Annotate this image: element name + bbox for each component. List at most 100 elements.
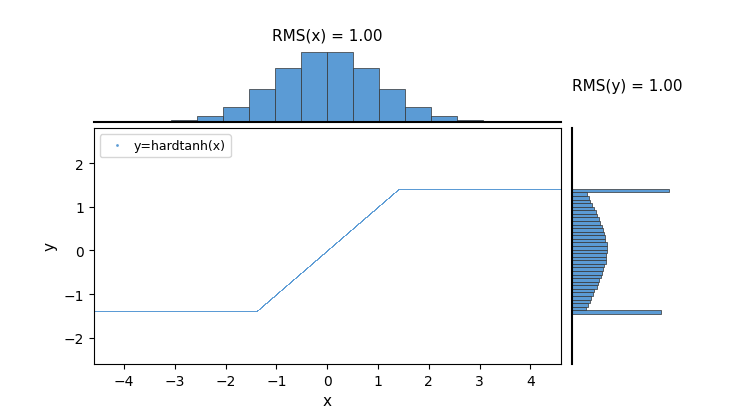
Point: [306, 261, 318, 267]
Point: [445, 187, 457, 193]
Point: [317, 251, 329, 258]
Point: [544, 187, 556, 193]
Point: [359, 215, 371, 222]
Point: [393, 187, 405, 193]
Point: [139, 308, 151, 315]
Point: [187, 308, 199, 315]
Point: [253, 306, 265, 312]
Point: [290, 274, 302, 281]
Point: [347, 225, 359, 232]
Point: [139, 308, 151, 315]
Point: [240, 308, 252, 315]
Point: [297, 268, 309, 274]
Point: [530, 187, 542, 193]
Point: [370, 205, 382, 212]
Point: [116, 308, 128, 315]
Point: [261, 300, 273, 306]
Point: [426, 187, 438, 193]
Point: [164, 308, 176, 315]
Point: [313, 254, 325, 261]
Point: [483, 187, 495, 193]
Point: [542, 187, 554, 193]
Point: [488, 187, 500, 193]
Point: [380, 197, 392, 204]
Point: [314, 254, 326, 261]
Point: [518, 187, 530, 193]
Point: [275, 288, 287, 294]
Point: [95, 308, 107, 315]
Point: [357, 216, 369, 223]
Point: [396, 187, 408, 193]
Point: [295, 270, 307, 276]
Point: [165, 308, 177, 315]
Point: [213, 308, 225, 315]
Point: [450, 187, 462, 193]
Point: [363, 212, 374, 218]
Point: [375, 201, 387, 208]
Point: [151, 308, 163, 315]
Point: [541, 187, 553, 193]
Point: [312, 255, 324, 262]
Point: [415, 187, 427, 193]
Point: [300, 266, 312, 273]
Point: [212, 308, 224, 315]
Point: [470, 187, 482, 193]
Point: [256, 303, 268, 310]
Point: [187, 308, 199, 315]
Point: [231, 308, 243, 315]
Point: [516, 187, 528, 193]
Point: [109, 308, 121, 315]
Point: [467, 187, 479, 193]
Bar: [572, 204, 592, 207]
Point: [178, 308, 190, 315]
Point: [234, 308, 246, 315]
Point: [107, 308, 119, 315]
Point: [363, 212, 374, 219]
Point: [511, 187, 523, 193]
Point: [395, 187, 407, 193]
Point: [97, 308, 109, 315]
Point: [190, 308, 202, 315]
Point: [270, 291, 282, 297]
Point: [533, 187, 545, 193]
Point: [95, 308, 107, 315]
Point: [553, 187, 565, 193]
Point: [297, 269, 309, 275]
Point: [348, 225, 360, 231]
Point: [352, 221, 364, 227]
Point: [389, 190, 401, 196]
Point: [114, 308, 126, 315]
Point: [309, 258, 321, 264]
Point: [224, 308, 236, 315]
Point: [366, 209, 377, 216]
Point: [160, 308, 172, 315]
Point: [133, 308, 145, 315]
Point: [189, 308, 201, 315]
Point: [232, 308, 244, 315]
Point: [280, 283, 292, 290]
Point: [249, 308, 261, 315]
Point: [208, 308, 220, 315]
Point: [98, 308, 110, 315]
Point: [324, 245, 336, 252]
Point: [460, 187, 472, 193]
Point: [304, 263, 316, 269]
Point: [88, 308, 100, 315]
Point: [467, 187, 479, 193]
Point: [133, 308, 145, 315]
Point: [437, 187, 449, 193]
Point: [189, 308, 201, 315]
Point: [428, 187, 440, 193]
Point: [166, 308, 178, 315]
Point: [260, 300, 272, 307]
Point: [383, 194, 395, 201]
Point: [465, 187, 477, 193]
Point: [204, 308, 216, 315]
Point: [482, 187, 494, 193]
Point: [438, 187, 450, 193]
Point: [165, 308, 177, 315]
Point: [490, 187, 502, 193]
Point: [291, 273, 303, 280]
Point: [505, 187, 517, 193]
Point: [340, 231, 352, 238]
